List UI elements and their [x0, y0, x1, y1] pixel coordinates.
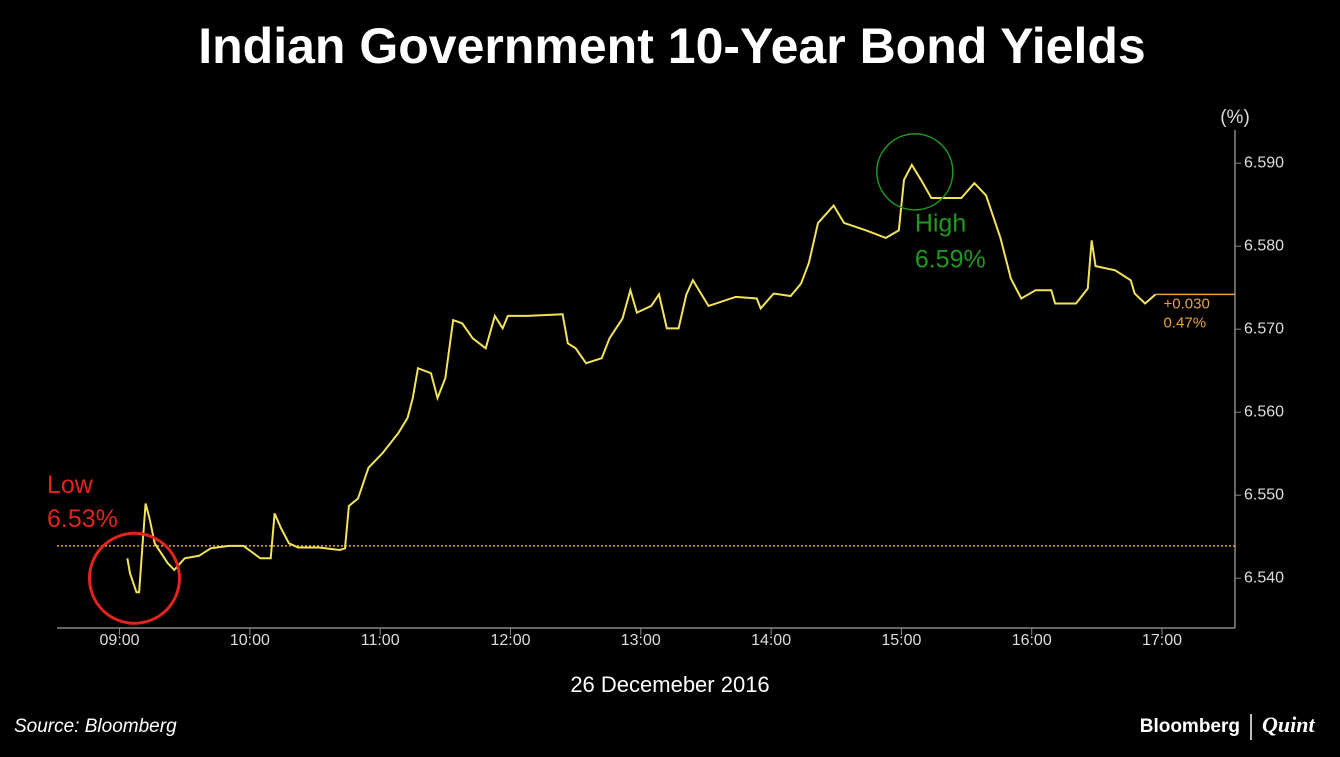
- x-tick-label: 14:00: [751, 632, 791, 649]
- x-tick-label: 09:00: [100, 632, 140, 649]
- high-label: 6.59%: [915, 245, 986, 273]
- x-axis-label: 26 Decemeber 2016: [570, 672, 769, 697]
- brand: Bloomberg: [1140, 716, 1240, 737]
- low-label: Low: [47, 471, 94, 499]
- high-label: High: [915, 209, 966, 237]
- chart-title: Indian Government 10-Year Bond Yields: [198, 18, 1146, 74]
- y-tick-label: 6.570: [1244, 320, 1284, 337]
- x-tick-label: 12:00: [490, 632, 530, 649]
- x-tick-label: 17:00: [1142, 632, 1182, 649]
- y-axis-label: (%): [1220, 107, 1250, 128]
- y-tick-label: 6.550: [1244, 486, 1284, 503]
- data-line: [126, 162, 1157, 594]
- last-change-label: 0.47%: [1164, 314, 1207, 331]
- x-tick-label: 13:00: [621, 632, 661, 649]
- x-tick-label: 16:00: [1012, 632, 1052, 649]
- low-label: 6.53%: [47, 505, 118, 533]
- y-tick-label: 6.560: [1244, 403, 1284, 420]
- last-change-label: +0.030: [1164, 295, 1210, 312]
- y-tick-label: 6.590: [1244, 154, 1284, 171]
- high-circle: [876, 133, 954, 211]
- y-tick-label: 6.540: [1244, 569, 1284, 586]
- source: Source: Bloomberg: [14, 716, 177, 737]
- x-tick-label: 11:00: [361, 632, 400, 649]
- y-tick-label: 6.580: [1244, 237, 1284, 254]
- low-circle: [87, 531, 181, 625]
- x-tick-label: 10:00: [230, 632, 270, 649]
- brand: Quint: [1262, 712, 1315, 737]
- x-tick-label: 15:00: [881, 632, 921, 649]
